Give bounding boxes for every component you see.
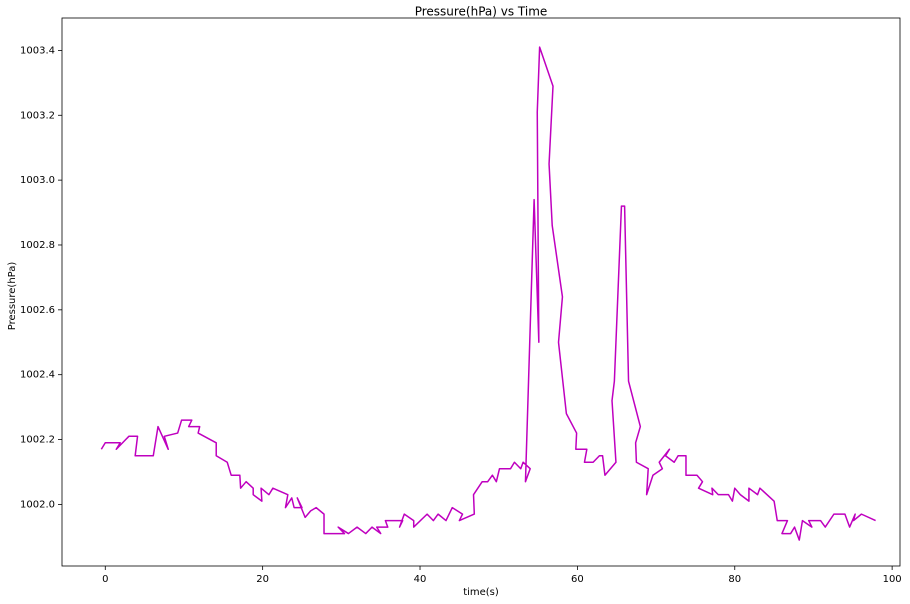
x-tick-label: 80 (728, 574, 741, 585)
y-axis-label: Pressure(hPa) (7, 262, 18, 331)
y-tick-label: 1003.0 (20, 175, 55, 186)
data-line (100, 46, 876, 541)
y-tick-label: 1002.8 (20, 240, 55, 251)
x-tick-label: 40 (414, 574, 427, 585)
x-tick-label: 20 (256, 574, 269, 585)
x-tick-label: 60 (571, 574, 584, 585)
y-tick-label: 1002.0 (20, 499, 55, 510)
x-tick-label: 0 (102, 574, 108, 585)
chart-title: Pressure(hPa) vs Time (415, 5, 548, 19)
x-axis-label: time(s) (463, 587, 499, 598)
x-tick-label: 100 (883, 574, 902, 585)
y-tick-label: 1002.2 (20, 435, 55, 446)
y-tick-label: 1003.4 (20, 45, 55, 56)
plot-frame (61, 17, 901, 567)
y-tick-label: 1003.2 (20, 110, 55, 121)
y-tick-label: 1002.6 (20, 305, 55, 316)
y-tick-label: 1002.4 (20, 370, 55, 381)
